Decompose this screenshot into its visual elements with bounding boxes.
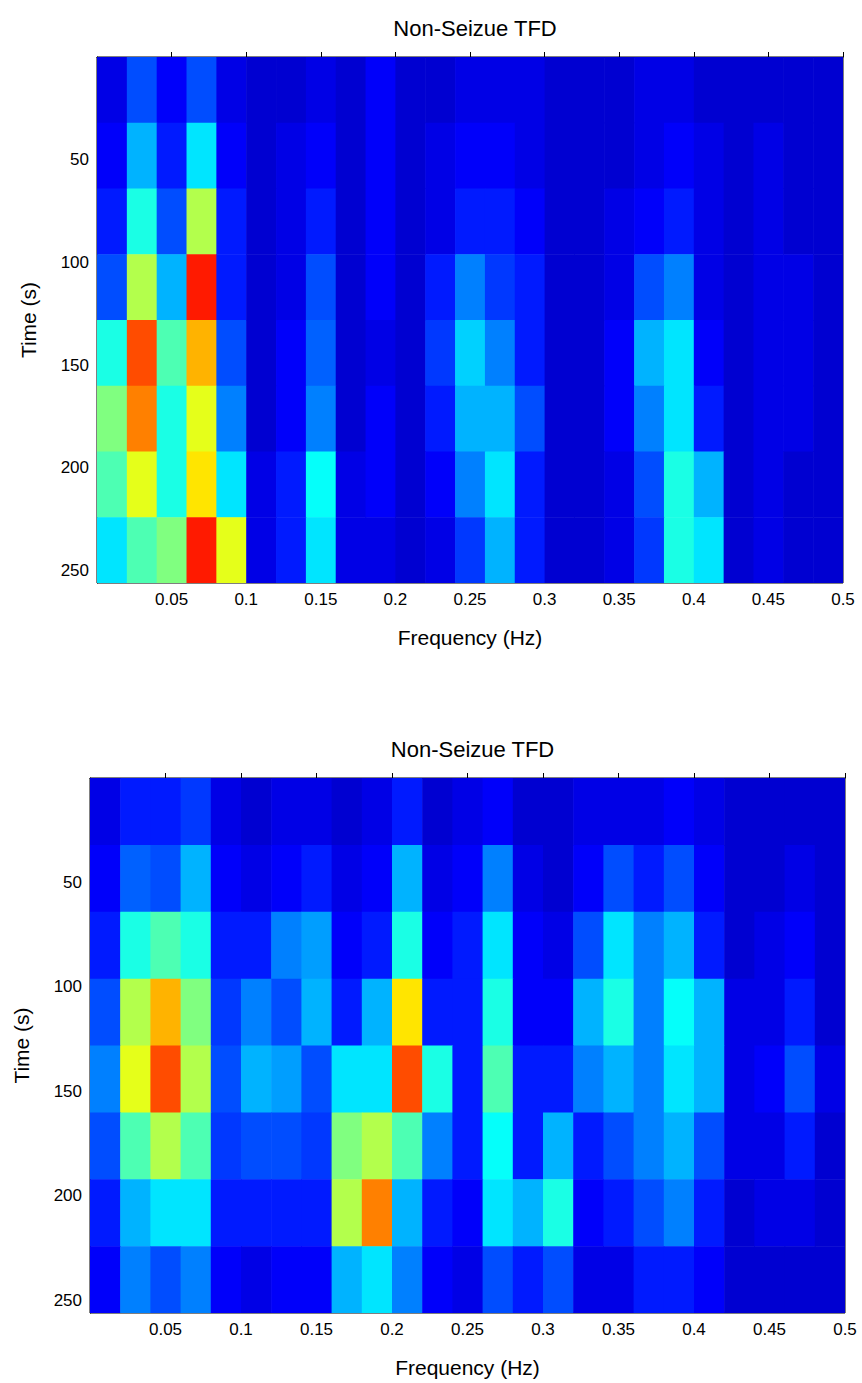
svg-text:100: 100 (61, 253, 89, 272)
svg-text:0.3: 0.3 (533, 590, 557, 609)
svg-text:150: 150 (54, 1082, 82, 1101)
svg-text:Frequency (Hz): Frequency (Hz) (398, 626, 543, 649)
svg-text:0.5: 0.5 (833, 1320, 857, 1339)
svg-text:0.4: 0.4 (682, 1320, 706, 1339)
svg-text:Time (s): Time (s) (17, 282, 40, 358)
svg-text:Non-Seizue TFD: Non-Seizue TFD (391, 737, 554, 762)
svg-text:0.35: 0.35 (602, 1320, 635, 1339)
svg-text:0.2: 0.2 (384, 590, 408, 609)
svg-text:0.2: 0.2 (380, 1320, 404, 1339)
svg-text:0.25: 0.25 (453, 590, 486, 609)
svg-text:Time (s): Time (s) (10, 1007, 33, 1083)
svg-text:Non-Seizue TFD: Non-Seizue TFD (393, 16, 556, 41)
svg-text:0.45: 0.45 (753, 1320, 786, 1339)
svg-text:200: 200 (54, 1186, 82, 1205)
svg-text:0.1: 0.1 (234, 590, 258, 609)
svg-text:0.3: 0.3 (531, 1320, 555, 1339)
svg-text:0.05: 0.05 (149, 1320, 182, 1339)
svg-text:250: 250 (61, 561, 89, 580)
svg-text:0.4: 0.4 (682, 590, 706, 609)
svg-text:0.15: 0.15 (300, 1320, 333, 1339)
svg-text:Frequency (Hz): Frequency (Hz) (395, 1356, 540, 1379)
svg-text:0.1: 0.1 (229, 1320, 253, 1339)
svg-text:100: 100 (54, 977, 82, 996)
svg-text:50: 50 (70, 150, 89, 169)
svg-text:250: 250 (54, 1291, 82, 1310)
svg-text:0.5: 0.5 (831, 590, 855, 609)
svg-text:0.45: 0.45 (752, 590, 785, 609)
svg-text:200: 200 (61, 458, 89, 477)
svg-text:0.05: 0.05 (155, 590, 188, 609)
svg-text:0.25: 0.25 (451, 1320, 484, 1339)
svg-text:0.35: 0.35 (603, 590, 636, 609)
svg-text:50: 50 (63, 873, 82, 892)
svg-text:0.15: 0.15 (304, 590, 337, 609)
svg-text:150: 150 (61, 356, 89, 375)
